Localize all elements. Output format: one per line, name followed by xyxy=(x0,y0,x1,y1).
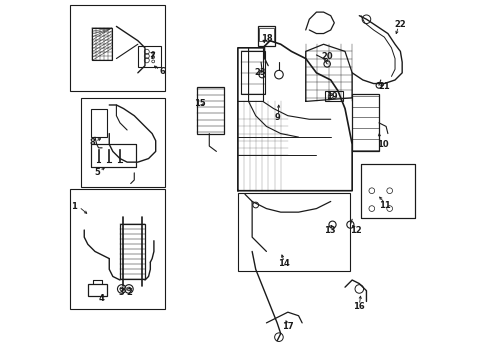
Text: 20: 20 xyxy=(321,52,333,61)
Text: 22: 22 xyxy=(394,20,406,29)
Text: 2: 2 xyxy=(127,288,133,297)
Text: 19: 19 xyxy=(326,91,337,100)
Text: 17: 17 xyxy=(282,322,294,331)
Text: 12: 12 xyxy=(350,225,362,234)
Text: 15: 15 xyxy=(194,99,205,108)
Text: 3: 3 xyxy=(119,288,124,297)
Text: 9: 9 xyxy=(274,113,280,122)
Text: 4: 4 xyxy=(98,294,104,303)
Text: 5: 5 xyxy=(95,168,100,177)
Text: 16: 16 xyxy=(353,302,365,311)
Text: 21: 21 xyxy=(378,82,390,91)
Text: 11: 11 xyxy=(379,201,391,210)
Text: 18: 18 xyxy=(261,35,272,44)
Text: 8: 8 xyxy=(89,138,95,147)
Text: 23: 23 xyxy=(254,68,266,77)
Text: 13: 13 xyxy=(324,225,336,234)
Text: 6: 6 xyxy=(160,67,166,76)
Text: 14: 14 xyxy=(278,260,290,269)
Text: 7: 7 xyxy=(150,52,156,61)
Text: 10: 10 xyxy=(377,140,389,149)
Text: 1: 1 xyxy=(71,202,76,211)
